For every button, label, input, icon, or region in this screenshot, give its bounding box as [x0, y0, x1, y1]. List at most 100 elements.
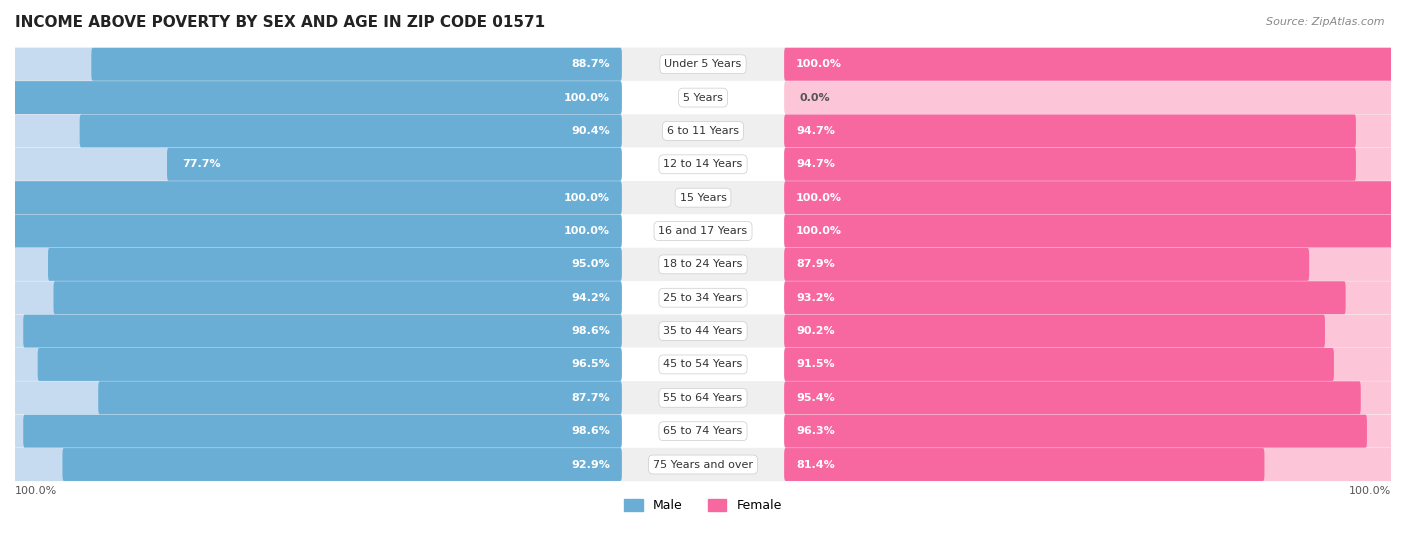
FancyBboxPatch shape	[15, 114, 1391, 148]
FancyBboxPatch shape	[14, 415, 621, 448]
FancyBboxPatch shape	[14, 248, 621, 281]
FancyBboxPatch shape	[38, 348, 621, 381]
FancyBboxPatch shape	[785, 248, 1309, 281]
Text: Under 5 Years: Under 5 Years	[665, 59, 741, 69]
FancyBboxPatch shape	[785, 115, 1355, 148]
FancyBboxPatch shape	[785, 181, 1392, 214]
Text: 94.7%: 94.7%	[796, 126, 835, 136]
FancyBboxPatch shape	[14, 381, 621, 414]
FancyBboxPatch shape	[14, 281, 621, 314]
FancyBboxPatch shape	[53, 281, 621, 314]
Text: 94.7%: 94.7%	[796, 159, 835, 169]
FancyBboxPatch shape	[167, 148, 621, 181]
FancyBboxPatch shape	[15, 148, 1391, 181]
FancyBboxPatch shape	[14, 81, 621, 114]
FancyBboxPatch shape	[785, 215, 1392, 248]
FancyBboxPatch shape	[14, 115, 621, 148]
Text: 65 to 74 Years: 65 to 74 Years	[664, 426, 742, 436]
FancyBboxPatch shape	[785, 181, 1392, 214]
FancyBboxPatch shape	[15, 181, 1391, 214]
Text: 100.0%: 100.0%	[796, 226, 842, 236]
Text: 16 and 17 Years: 16 and 17 Years	[658, 226, 748, 236]
FancyBboxPatch shape	[785, 48, 1392, 80]
Text: 81.4%: 81.4%	[796, 459, 835, 470]
FancyBboxPatch shape	[14, 181, 621, 214]
FancyBboxPatch shape	[785, 81, 1392, 114]
FancyBboxPatch shape	[15, 214, 1391, 248]
FancyBboxPatch shape	[785, 448, 1264, 481]
FancyBboxPatch shape	[15, 248, 1391, 281]
FancyBboxPatch shape	[785, 215, 1392, 248]
Text: 91.5%: 91.5%	[796, 359, 835, 369]
FancyBboxPatch shape	[14, 148, 621, 181]
Text: 12 to 14 Years: 12 to 14 Years	[664, 159, 742, 169]
Text: 94.2%: 94.2%	[571, 293, 610, 303]
Text: 100.0%: 100.0%	[796, 59, 842, 69]
Text: 100.0%: 100.0%	[564, 193, 610, 203]
Text: 98.6%: 98.6%	[571, 426, 610, 436]
Text: 92.9%: 92.9%	[571, 459, 610, 470]
Text: 100.0%: 100.0%	[1348, 486, 1391, 496]
FancyBboxPatch shape	[62, 448, 621, 481]
Text: 18 to 24 Years: 18 to 24 Years	[664, 259, 742, 269]
Text: 6 to 11 Years: 6 to 11 Years	[666, 126, 740, 136]
Text: 100.0%: 100.0%	[796, 193, 842, 203]
FancyBboxPatch shape	[98, 381, 621, 414]
Text: 75 Years and over: 75 Years and over	[652, 459, 754, 470]
FancyBboxPatch shape	[24, 315, 621, 348]
FancyBboxPatch shape	[785, 115, 1392, 148]
FancyBboxPatch shape	[785, 348, 1392, 381]
FancyBboxPatch shape	[15, 81, 1391, 114]
Text: Source: ZipAtlas.com: Source: ZipAtlas.com	[1267, 17, 1385, 27]
Text: 90.2%: 90.2%	[796, 326, 835, 336]
FancyBboxPatch shape	[785, 381, 1361, 414]
Text: 87.9%: 87.9%	[796, 259, 835, 269]
FancyBboxPatch shape	[15, 281, 1391, 314]
FancyBboxPatch shape	[15, 414, 1391, 448]
Text: 100.0%: 100.0%	[564, 93, 610, 103]
Text: 95.4%: 95.4%	[796, 393, 835, 403]
Text: 95.0%: 95.0%	[572, 259, 610, 269]
Text: 98.6%: 98.6%	[571, 326, 610, 336]
FancyBboxPatch shape	[15, 448, 1391, 481]
FancyBboxPatch shape	[91, 48, 621, 80]
FancyBboxPatch shape	[80, 115, 621, 148]
FancyBboxPatch shape	[785, 448, 1392, 481]
FancyBboxPatch shape	[14, 348, 621, 381]
Text: 100.0%: 100.0%	[15, 486, 58, 496]
FancyBboxPatch shape	[785, 281, 1392, 314]
Text: 0.0%: 0.0%	[800, 93, 830, 103]
FancyBboxPatch shape	[785, 48, 1392, 80]
Text: 77.7%: 77.7%	[183, 159, 221, 169]
FancyBboxPatch shape	[14, 215, 621, 248]
FancyBboxPatch shape	[785, 148, 1355, 181]
FancyBboxPatch shape	[785, 248, 1392, 281]
FancyBboxPatch shape	[14, 48, 621, 80]
Text: 25 to 34 Years: 25 to 34 Years	[664, 293, 742, 303]
FancyBboxPatch shape	[785, 148, 1392, 181]
FancyBboxPatch shape	[24, 415, 621, 448]
FancyBboxPatch shape	[14, 181, 621, 214]
FancyBboxPatch shape	[48, 248, 621, 281]
Text: 96.3%: 96.3%	[796, 426, 835, 436]
Text: 5 Years: 5 Years	[683, 93, 723, 103]
FancyBboxPatch shape	[785, 315, 1392, 348]
FancyBboxPatch shape	[15, 381, 1391, 414]
FancyBboxPatch shape	[15, 48, 1391, 81]
FancyBboxPatch shape	[785, 315, 1324, 348]
FancyBboxPatch shape	[15, 348, 1391, 381]
FancyBboxPatch shape	[15, 314, 1391, 348]
Text: 100.0%: 100.0%	[564, 226, 610, 236]
Text: 88.7%: 88.7%	[571, 59, 610, 69]
FancyBboxPatch shape	[14, 215, 621, 248]
Text: 93.2%: 93.2%	[796, 293, 835, 303]
Legend: Male, Female: Male, Female	[619, 494, 787, 518]
Text: 87.7%: 87.7%	[571, 393, 610, 403]
Text: 45 to 54 Years: 45 to 54 Years	[664, 359, 742, 369]
FancyBboxPatch shape	[785, 348, 1334, 381]
Text: 55 to 64 Years: 55 to 64 Years	[664, 393, 742, 403]
Text: 15 Years: 15 Years	[679, 193, 727, 203]
FancyBboxPatch shape	[785, 415, 1367, 448]
FancyBboxPatch shape	[785, 281, 1346, 314]
Text: 90.4%: 90.4%	[571, 126, 610, 136]
